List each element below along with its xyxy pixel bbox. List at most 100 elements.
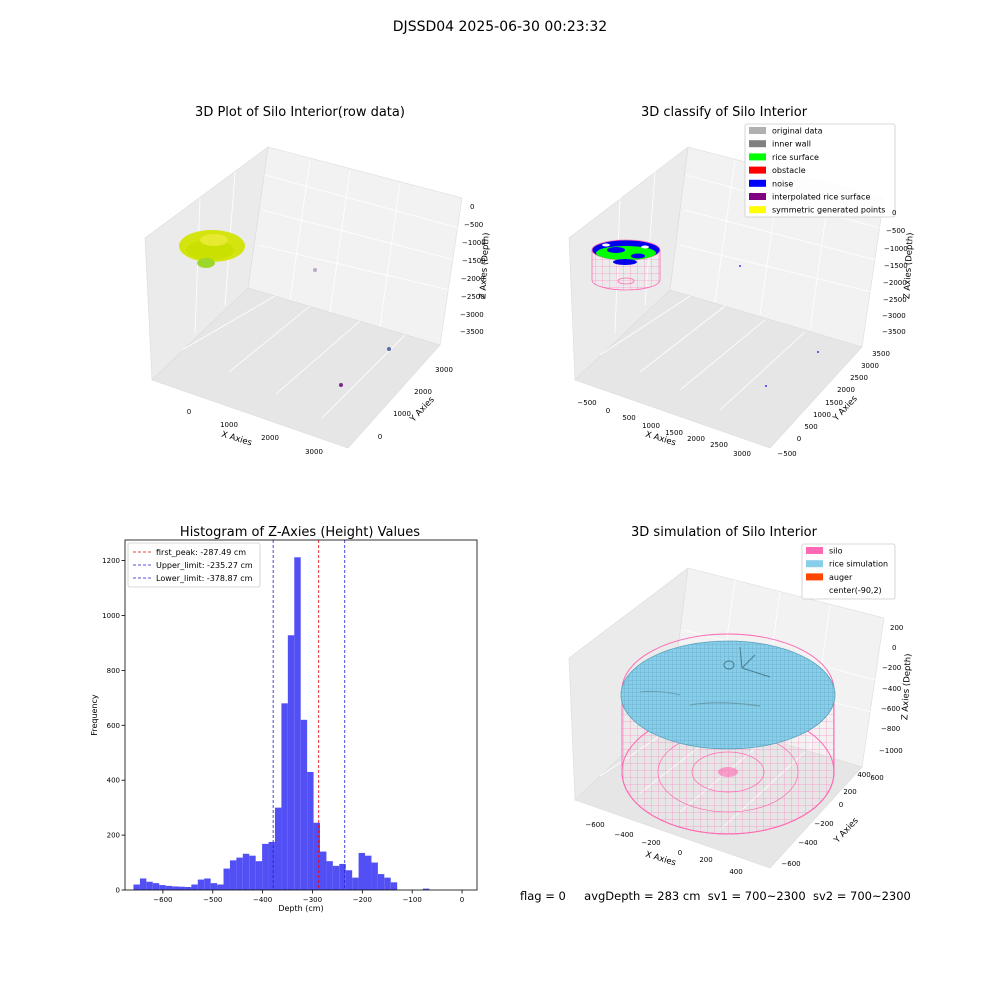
classify-noise-3 xyxy=(765,385,767,387)
histogram-bar xyxy=(307,771,314,890)
histogram-bar xyxy=(319,851,327,890)
sim-legend-swatch xyxy=(806,547,823,554)
sim-ztick-3: −400 xyxy=(882,685,901,693)
histogram-bar xyxy=(384,877,391,890)
classify-ytick-6: 2500 xyxy=(850,374,868,382)
classify-legend-label: noise xyxy=(772,179,793,188)
sim-ztick-1: 0 xyxy=(892,644,896,652)
sim-ztick-2: −200 xyxy=(882,664,901,672)
classify-ytick-5: 2000 xyxy=(837,386,855,394)
histogram-bar xyxy=(345,870,353,890)
raw-3d-title: 3D Plot of Silo Interior(row data) xyxy=(195,105,405,120)
raw-ylabel: Y Axies xyxy=(408,395,437,425)
histogram-xtick-label: −500 xyxy=(203,896,222,904)
sim-legend-label: rice simulation xyxy=(829,560,888,569)
classify-xtick-5: 2000 xyxy=(687,435,705,443)
histogram-ytick-label: 800 xyxy=(107,667,120,675)
histogram-bar xyxy=(339,863,346,890)
classify-ytick-0: −500 xyxy=(777,450,796,458)
classify-legend-swatch xyxy=(749,127,766,134)
raw-ytick-1: 1000 xyxy=(393,410,411,418)
classify-xtick-2: 500 xyxy=(622,414,635,422)
histogram-legend-label: Upper_limit: -235.27 cm xyxy=(156,561,253,570)
status-footer: flag = 0 avgDepth = 283 cm sv1 = 700~230… xyxy=(520,889,911,903)
histogram-bar xyxy=(313,822,320,890)
histogram-bar xyxy=(300,719,308,890)
sim-ytick-0: −600 xyxy=(781,860,800,868)
classify-ztick-1: −500 xyxy=(886,227,905,235)
sim-zlabel: Z Axies (Depth) xyxy=(900,653,913,720)
sim-ztick-6: −1000 xyxy=(879,747,903,755)
histogram-bar xyxy=(223,868,230,890)
sim-ytick-4: 200 xyxy=(843,788,856,796)
histogram-bar xyxy=(371,862,378,890)
classify-xtick-4: 1500 xyxy=(665,429,683,437)
sim-xtick-3: 0 xyxy=(678,849,682,857)
classify-legend-swatch xyxy=(749,193,766,200)
histogram-bar xyxy=(358,852,366,890)
sim-xtick-0: −600 xyxy=(585,821,604,829)
raw-xtick-2: 2000 xyxy=(261,434,279,442)
histogram-bar xyxy=(152,883,160,890)
histogram-bar xyxy=(262,843,269,890)
sim-ytick-3: 0 xyxy=(839,801,843,809)
histogram-bar xyxy=(274,807,282,890)
histogram-xtick-label: −400 xyxy=(253,896,272,904)
classify-silo-wireframe xyxy=(591,239,661,291)
classify-xtick-7: 3000 xyxy=(733,450,751,458)
histogram-ytick-label: 1200 xyxy=(102,557,120,565)
histogram-bar xyxy=(249,855,256,890)
histogram-bar xyxy=(172,886,179,890)
classify-xtick-1: 0 xyxy=(606,407,610,415)
histogram-bar xyxy=(294,557,301,890)
raw-zlabel: Z Axies (Depth) xyxy=(478,232,491,299)
raw-outlier-2 xyxy=(387,347,391,351)
histogram-legend-label: Lower_limit: -378.87 cm xyxy=(156,574,253,583)
histogram-bar xyxy=(287,635,295,890)
histogram-ytick-label: 400 xyxy=(107,777,120,785)
histogram-bar xyxy=(281,703,288,890)
simulation-3d-panel: 3D simulation of Silo Interior xyxy=(568,525,914,876)
histogram-xtick-label: −100 xyxy=(403,896,422,904)
classify-ztick-6: −3000 xyxy=(882,312,906,320)
histogram-bar xyxy=(236,857,243,890)
sim-auger xyxy=(723,646,771,678)
raw-3d-panel: 3D Plot of Silo Interior(row data) 0 100… xyxy=(144,105,492,456)
histogram-bar xyxy=(191,884,198,890)
histogram-bar xyxy=(422,888,430,890)
classify-legend-label: obstacle xyxy=(772,166,806,175)
histogram-bar xyxy=(139,878,147,890)
sim-xtick-1: −400 xyxy=(614,831,633,839)
classify-zlabel: Z Axies (Depth) xyxy=(902,232,915,299)
classify-ytick-8: 3500 xyxy=(872,350,890,358)
histogram-bars xyxy=(133,557,430,890)
classify-xtick-3: 1000 xyxy=(642,422,660,430)
histogram-bar xyxy=(165,885,173,890)
classify-xtick-6: 2500 xyxy=(710,441,728,449)
classify-legend-swatch xyxy=(749,140,766,148)
histogram-ylabel: Frequency xyxy=(90,694,99,736)
classify-ztick-4: −2000 xyxy=(883,279,907,287)
histogram-frame xyxy=(124,539,478,891)
classify-legend-label: symmetric generated points xyxy=(772,206,885,215)
sim-legend-label: silo xyxy=(829,547,843,556)
raw-xlabel: X Axies xyxy=(220,430,253,449)
avg-depth-value: avgDepth = 283 cm xyxy=(584,889,701,903)
histogram-bar xyxy=(332,865,340,890)
raw-grid xyxy=(181,159,460,419)
classify-legend-swatch xyxy=(749,166,766,174)
raw-ztick-4: −2000 xyxy=(461,275,485,283)
histogram-bar xyxy=(268,841,275,890)
classify-legend-frame xyxy=(744,123,896,218)
raw-ztick-5: −2500 xyxy=(461,293,485,301)
raw-ztick-0: 0 xyxy=(470,203,474,211)
classify-noise-1 xyxy=(739,265,741,267)
sim-ytick-1: −400 xyxy=(798,839,817,847)
classify-ztick-0: 0 xyxy=(892,209,896,217)
sv1-value: sv1 = 700~2300 xyxy=(707,889,806,903)
histogram-xticks: −600 −500 −400 −300 −200 −100 0 xyxy=(153,890,464,904)
histogram-title: Histogram of Z-Axies (Height) Values xyxy=(180,525,420,540)
classify-legend: original data inner wall rice surface obsta… xyxy=(744,123,896,218)
histogram-xtick-label: −200 xyxy=(353,896,372,904)
sim-ztick-0: 200 xyxy=(890,624,903,632)
